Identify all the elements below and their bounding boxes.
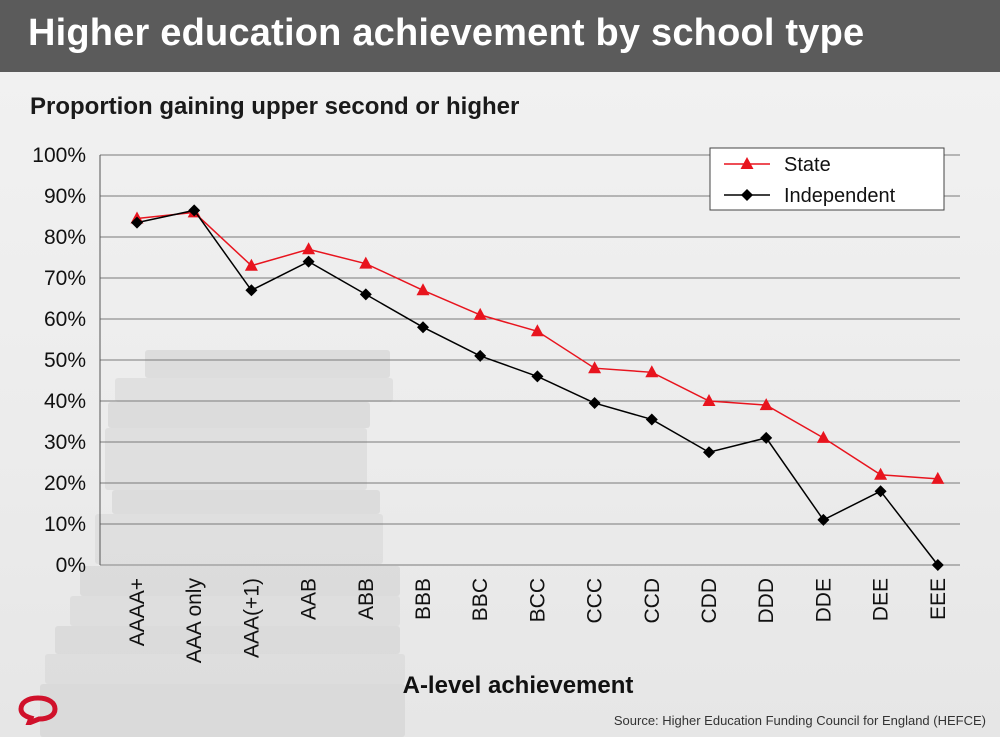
state-point [416,283,430,296]
legend-box [709,147,945,211]
chart-title: Higher education achievement by school t… [28,12,865,54]
state-point [874,467,888,480]
independent-point [359,288,372,301]
y-tick-label: 80% [44,226,86,249]
state-point [530,324,544,337]
book-shape [55,626,400,654]
y-tick-label: 100% [32,144,86,167]
state-point [816,430,830,443]
independent-point [531,370,544,383]
independent-point [645,413,658,426]
books-background-image [40,350,405,737]
independent-point [588,397,601,410]
state-point [931,471,945,484]
title-bar: Higher education achievement by school t… [0,0,1000,72]
chart-subtitle: Proportion gaining upper second or highe… [30,93,520,120]
book-shape [145,350,390,378]
state-point [359,256,373,269]
grid-lines [99,154,960,566]
x-tick-label: ABB [355,578,378,620]
y-tick-label: 0% [56,554,86,577]
series-group [130,204,945,571]
x-tick-label: BBB [412,578,435,620]
x-tick-label: BCC [526,578,549,622]
y-tick-label: 40% [44,390,86,413]
independent-point [703,446,715,459]
state-point [302,242,316,255]
state-point [702,394,716,406]
independent-point [760,431,773,444]
state-point [244,258,258,271]
independent-point [474,349,487,362]
state-point [473,307,487,320]
brand-logo-icon [18,695,58,725]
y-tick-label: 10% [44,513,86,536]
independent-point [931,559,944,571]
independent-point [302,255,315,268]
state-point [759,398,773,411]
book-shape [108,402,370,428]
legend: State Independent [709,147,945,211]
y-tick-label: 60% [44,308,86,331]
book-shape [105,428,367,490]
independent-point [245,284,258,297]
independent-point [188,204,201,217]
y-tick-label: 70% [44,267,86,290]
x-tick-label: DEE [870,578,893,621]
x-tick-label: AAB [298,578,321,620]
y-tick-label: 50% [44,349,86,372]
x-tick-label: AAA only [183,578,206,664]
x-tick-label: DDD [755,578,778,624]
book-shape [115,378,393,402]
book-shape [45,654,405,684]
x-tick-label: CCC [584,578,607,624]
y-tick-label: 30% [44,431,86,454]
legend-label: State [784,154,831,176]
book-shape [95,514,383,564]
x-tick-label: EEE [927,578,950,620]
x-tick-label: CCD [641,578,664,624]
legend-label: Independent [784,185,896,207]
x-tick-label: CDD [698,578,721,624]
x-tick-label: AAA(+1) [240,578,263,658]
source-note: Source: Higher Education Funding Council… [613,713,986,728]
x-tick-label: BBC [469,578,492,621]
independent-point [817,513,830,526]
state-point [645,365,659,378]
independent-point [874,485,887,498]
x-tick-label: DDE [812,578,835,622]
x-tick-label: AAAA+ [126,578,149,646]
x-axis-ticks: AAAA+ AAA only AAA(+1) AAB ABB BBB BBC BCC CCC CC… [126,578,950,664]
book-shape [70,596,400,626]
legend-diamond-marker [741,189,753,201]
book-shape [80,566,400,596]
independent-point [131,216,143,229]
book-shape [40,684,405,737]
y-tick-label: 90% [44,185,86,208]
y-axis-ticks: 0% 10% 20% 30% 40% 50% 60% 70% 80% 90% 100% [32,144,86,577]
book-shape [112,490,380,514]
state-point [588,361,602,374]
y-tick-label: 20% [44,472,86,495]
x-axis-label: A-level achievement [403,672,634,699]
independent-point [417,321,429,334]
legend-triangle-marker [740,157,754,169]
